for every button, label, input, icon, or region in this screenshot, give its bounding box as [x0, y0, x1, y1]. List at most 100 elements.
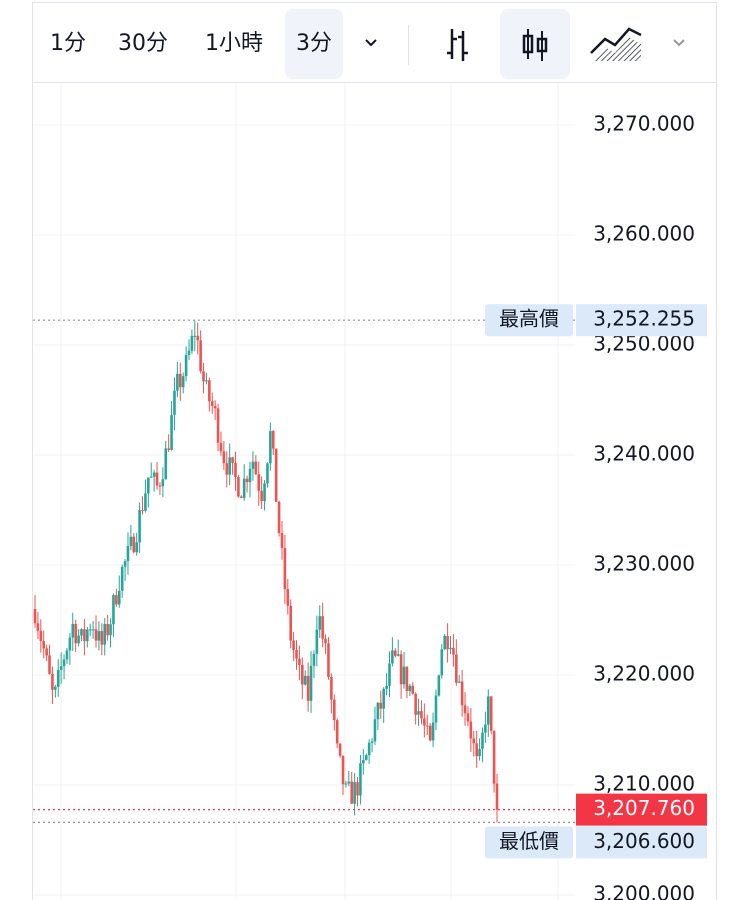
- high-price-badge-background: [576, 304, 707, 337]
- candle-body: [315, 629, 319, 654]
- candle-body: [234, 462, 237, 478]
- candle-body: [83, 629, 86, 642]
- candle-body: [158, 485, 162, 487]
- candlestick-icon: [522, 29, 548, 61]
- candle-body: [274, 448, 278, 502]
- candle-body: [170, 414, 173, 450]
- candlestick-series: [33, 320, 499, 823]
- chevron-down-icon: [673, 39, 685, 47]
- candle-body: [65, 650, 69, 660]
- candle-body: [420, 711, 423, 719]
- last-price-badge: 3,207.760: [593, 796, 695, 820]
- candle-body: [463, 705, 467, 714]
- candle-body: [74, 623, 77, 644]
- candle-body: [364, 755, 368, 760]
- timeframe-3min-button[interactable]: 3分: [285, 9, 343, 79]
- candle-body: [402, 666, 406, 685]
- candle-body: [266, 463, 269, 484]
- candle-body: [356, 782, 359, 796]
- candle-body: [362, 759, 365, 764]
- price-axis[interactable]: 3,270.0003,260.0003,250.0003,240.0003,23…: [485, 112, 707, 900]
- candle-body: [109, 624, 112, 636]
- candle-body: [36, 623, 40, 631]
- candle-body: [199, 340, 202, 372]
- candle-body: [263, 483, 266, 502]
- candle-body: [164, 448, 168, 480]
- price-tick-label: 3,200.000: [593, 882, 695, 900]
- bars-chart-type-button[interactable]: [423, 9, 493, 79]
- candle-body: [466, 713, 470, 722]
- candle-body: [391, 650, 394, 664]
- chart-type-dropdown-chevron-icon[interactable]: [671, 33, 687, 54]
- candle-body: [112, 595, 115, 625]
- timeframe-dropdown-chevron-icon[interactable]: [363, 33, 379, 54]
- candle-body: [414, 693, 417, 715]
- candle-body: [39, 630, 43, 642]
- candle-body: [437, 675, 441, 696]
- candle-body: [86, 629, 89, 642]
- candle-body: [481, 732, 484, 749]
- candle-body: [327, 643, 330, 677]
- candle-body: [460, 681, 464, 706]
- candle-body: [103, 624, 107, 645]
- timeframe-1hour-button[interactable]: 1小時: [205, 31, 263, 56]
- candle-body: [251, 461, 255, 469]
- candle-body: [219, 442, 223, 452]
- candles-chart-type-button[interactable]: [500, 9, 570, 79]
- area-chart-icon: [590, 27, 642, 61]
- area-chart-type-button[interactable]: [585, 9, 655, 79]
- chart-toolbar: 1分 30分 1小時 3分: [33, 3, 716, 83]
- candle-body: [202, 371, 205, 382]
- candle-body: [338, 743, 342, 756]
- candle-body: [295, 649, 298, 659]
- candle-body: [260, 490, 263, 502]
- candle-body: [80, 629, 83, 636]
- candle-body: [248, 468, 252, 483]
- last-price-badge-background: [576, 793, 707, 826]
- candle-body: [283, 548, 287, 590]
- candle-body: [257, 474, 261, 491]
- candle-body: [321, 616, 324, 639]
- candle-body: [280, 533, 284, 549]
- candle-body: [425, 725, 429, 727]
- chevron-down-icon: [365, 39, 377, 47]
- candle-body: [303, 675, 307, 685]
- candle-body: [486, 696, 490, 725]
- candle-body: [147, 477, 150, 494]
- price-tick-label: 3,230.000: [593, 552, 695, 576]
- candle-body: [135, 542, 138, 553]
- candle-body: [184, 354, 188, 377]
- candle-body: [91, 629, 95, 631]
- candle-body: [222, 451, 226, 464]
- candle-body: [335, 720, 339, 744]
- candle-body: [373, 719, 377, 742]
- candle-body: [161, 479, 165, 487]
- candle-body: [254, 461, 258, 475]
- price-tick-label: 3,240.000: [593, 442, 695, 466]
- candle-body: [167, 448, 170, 450]
- candle-body: [149, 476, 153, 478]
- candle-body: [306, 675, 310, 701]
- candle-body: [344, 783, 348, 785]
- candle-body: [440, 649, 444, 676]
- candle-body: [359, 763, 362, 796]
- candle-body: [54, 686, 57, 690]
- chart-frame: [32, 2, 717, 900]
- candle-body: [399, 654, 403, 685]
- candle-body: [152, 472, 156, 477]
- candle-body: [367, 742, 371, 756]
- candle-body: [318, 616, 322, 630]
- timeframe-1min-button[interactable]: 1分: [50, 31, 86, 56]
- candle-body: [225, 463, 229, 475]
- candle-body: [187, 350, 191, 355]
- candle-body: [301, 664, 304, 685]
- candle-body: [144, 493, 147, 511]
- candle-body: [286, 589, 290, 606]
- candle-body: [213, 405, 217, 409]
- candle-body: [417, 711, 420, 715]
- candle-body: [138, 509, 141, 543]
- candle-body: [106, 624, 109, 636]
- timeframe-30min-button[interactable]: 30分: [118, 31, 168, 56]
- candle-body: [478, 748, 481, 757]
